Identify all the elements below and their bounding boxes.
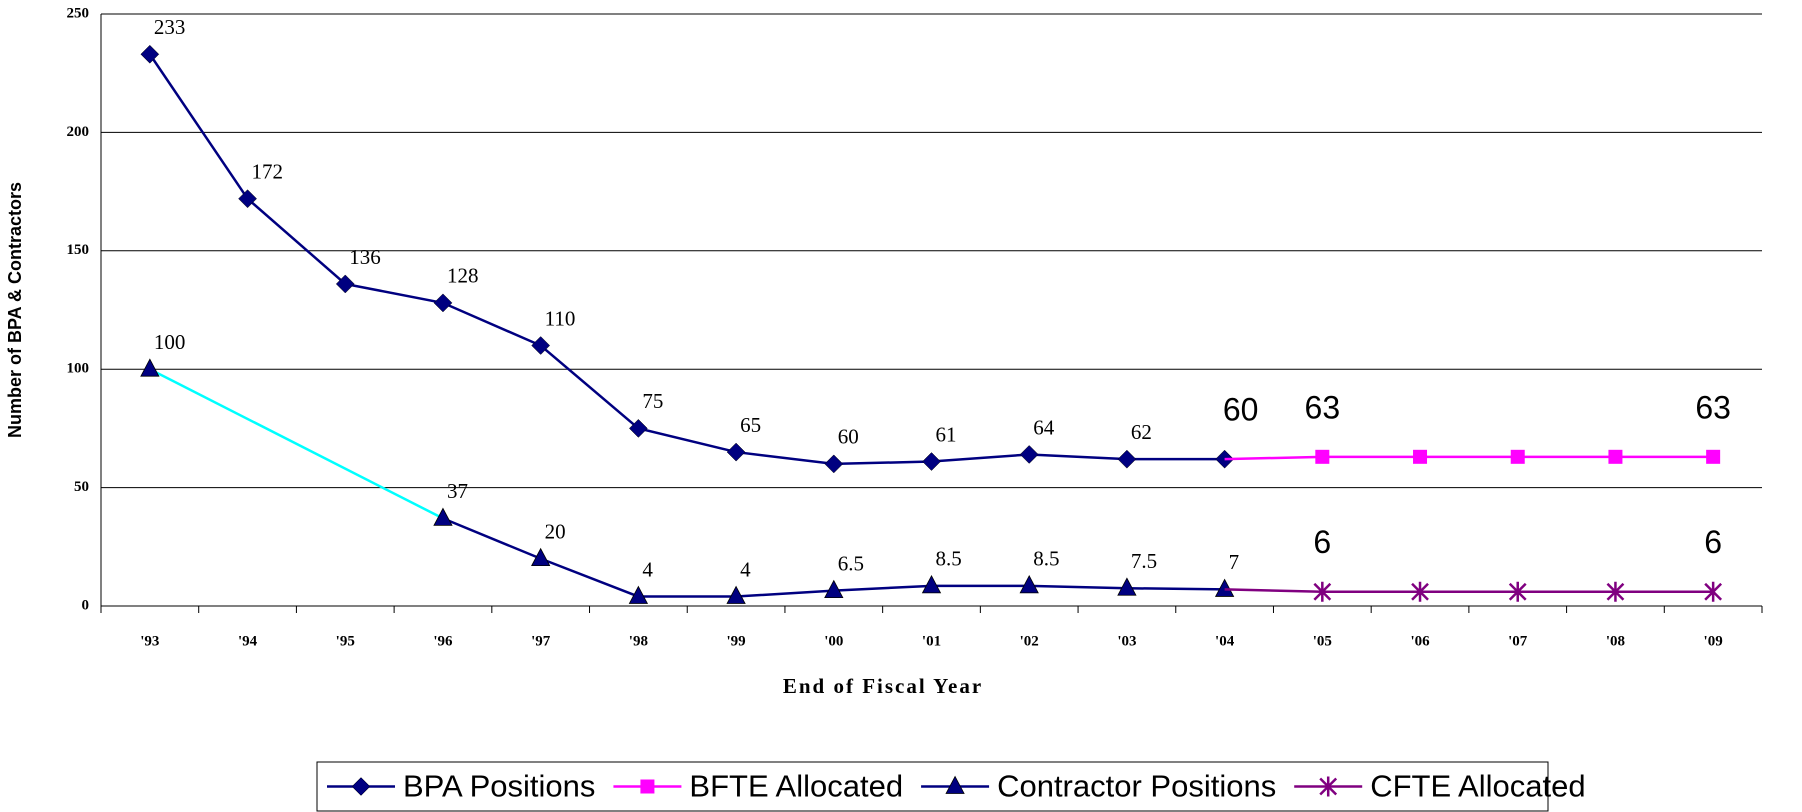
data-label: 233 xyxy=(154,15,186,39)
connector xyxy=(1224,588,1323,594)
data-label: 172 xyxy=(252,160,284,184)
x-tick-label: '05 xyxy=(1313,633,1332,649)
point xyxy=(335,274,355,294)
point xyxy=(1214,578,1235,597)
point xyxy=(1510,449,1525,464)
point xyxy=(433,293,453,313)
data-label: 4 xyxy=(740,557,751,581)
x-tick-label: '99 xyxy=(727,633,746,649)
data-label: 63 xyxy=(1695,389,1731,425)
x-tick-label: '07 xyxy=(1508,633,1528,649)
data-label: 6 xyxy=(1704,524,1722,560)
point xyxy=(1315,449,1330,464)
point xyxy=(1019,445,1039,464)
point xyxy=(1508,581,1527,602)
data-label: 64 xyxy=(1033,415,1055,439)
data-label: 20 xyxy=(545,519,566,543)
x-tick-label: '95 xyxy=(336,633,355,649)
point xyxy=(140,44,160,64)
point xyxy=(824,454,844,474)
y-tick-label: 50 xyxy=(74,479,89,495)
data-label: 4 xyxy=(642,557,653,581)
point xyxy=(1704,581,1723,602)
x-tick-label: '98 xyxy=(629,633,648,649)
data-label: 62 xyxy=(1131,420,1152,444)
x-tick-label: '01 xyxy=(922,633,941,649)
point xyxy=(1413,449,1428,464)
data-label: 6.5 xyxy=(838,551,864,575)
data-label: 60 xyxy=(838,425,859,449)
x-tick-label: '09 xyxy=(1704,633,1723,649)
point xyxy=(1019,575,1039,594)
legend-marker xyxy=(945,775,965,794)
annotation: 60 xyxy=(1223,392,1259,428)
legend-marker xyxy=(351,777,371,796)
y-tick-label: 250 xyxy=(67,5,90,21)
legend-marker xyxy=(1319,776,1338,797)
data-label: 136 xyxy=(349,245,381,269)
x-tick-label: '08 xyxy=(1606,633,1625,649)
y-tick-label: 0 xyxy=(82,597,90,613)
data-label: 110 xyxy=(545,306,576,330)
data-label: 75 xyxy=(642,389,663,413)
legend-marker xyxy=(640,779,655,794)
point xyxy=(433,507,453,526)
legend-label: CFTE Allocated xyxy=(1370,769,1585,804)
data-label: 7 xyxy=(1229,550,1240,574)
y-tick-label: 200 xyxy=(67,124,90,140)
data-label: 37 xyxy=(447,479,468,503)
point xyxy=(921,575,942,594)
point xyxy=(1117,449,1137,469)
legend-label: BPA Positions xyxy=(403,769,595,804)
x-tick-label: '97 xyxy=(531,633,551,649)
point xyxy=(1606,581,1625,602)
point xyxy=(1313,581,1332,602)
point xyxy=(726,585,746,604)
x-tick-label: '93 xyxy=(140,633,159,649)
data-label: 8.5 xyxy=(936,547,962,571)
connector xyxy=(1224,455,1323,461)
x-tick-label: '04 xyxy=(1215,633,1235,649)
point xyxy=(628,585,649,604)
data-label: 6 xyxy=(1313,524,1331,560)
point xyxy=(1411,581,1429,602)
legend-label: BFTE Allocated xyxy=(689,769,903,804)
point xyxy=(531,336,551,355)
data-label: 128 xyxy=(447,264,479,288)
point xyxy=(726,442,746,462)
y-tick-label: 100 xyxy=(67,361,90,377)
x-tick-label: '06 xyxy=(1410,633,1430,649)
point xyxy=(238,189,257,209)
data-label: 65 xyxy=(740,413,761,437)
data-label: 63 xyxy=(1305,389,1341,425)
point xyxy=(140,358,160,377)
x-axis-label: End of Fiscal Year xyxy=(783,674,983,698)
point xyxy=(824,579,844,599)
point xyxy=(1608,449,1623,464)
line xyxy=(148,53,1225,466)
x-tick-label: '02 xyxy=(1020,633,1039,649)
x-tick-label: '96 xyxy=(433,633,453,649)
x-tick-label: '00 xyxy=(824,633,843,649)
y-axis-label: Number of BPA & Contractors xyxy=(5,182,25,438)
legend: BPA Positions BFTE Allocated Contractor Po… xyxy=(316,761,1586,812)
legend-label: Contractor Positions xyxy=(997,769,1276,804)
data-label: 100 xyxy=(154,330,186,354)
point xyxy=(629,419,648,438)
data-label: 7.5 xyxy=(1131,549,1157,573)
y-tick-label: 150 xyxy=(67,242,90,258)
point xyxy=(531,547,551,567)
x-tick-label: '03 xyxy=(1117,633,1136,649)
point xyxy=(1117,577,1137,596)
x-tick-label: '94 xyxy=(238,633,258,649)
gap-bridge xyxy=(149,368,444,520)
data-label: 61 xyxy=(936,422,957,446)
data-label: 8.5 xyxy=(1033,547,1059,571)
point xyxy=(1706,449,1721,464)
point xyxy=(922,452,941,471)
